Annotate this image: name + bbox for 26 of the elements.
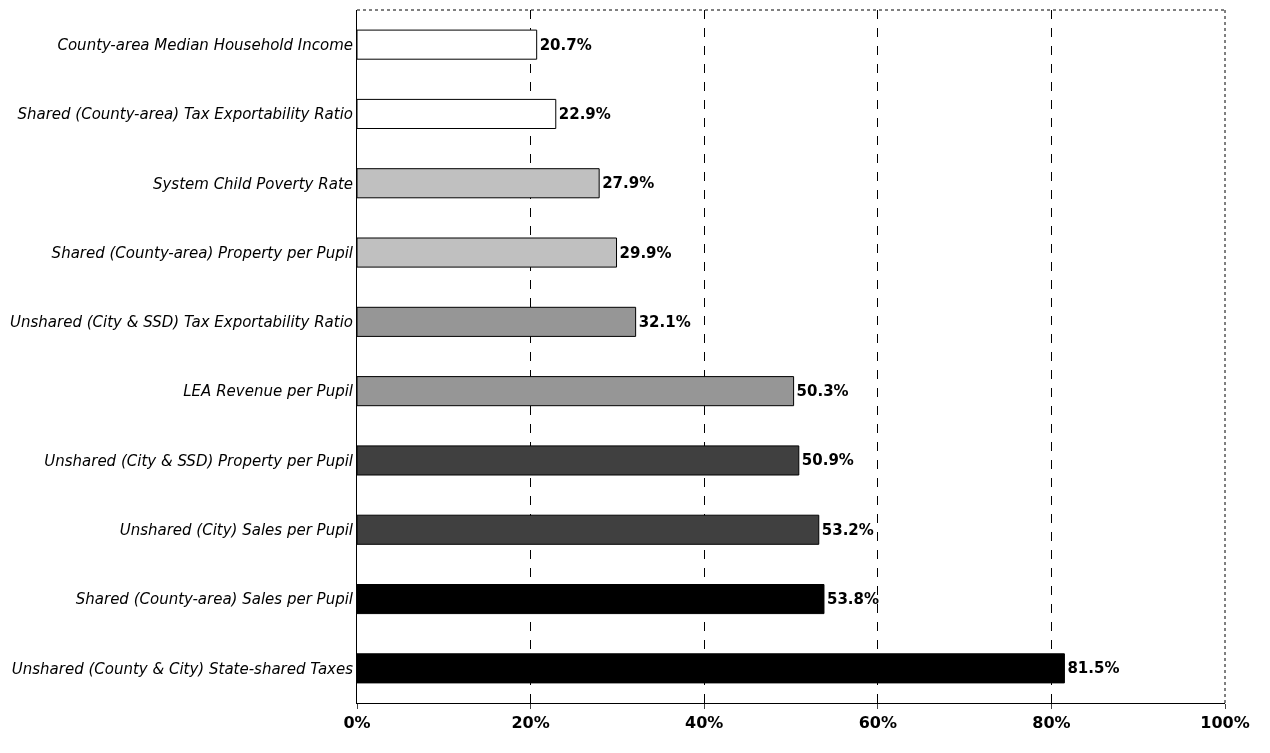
data-label: 29.9% <box>619 243 672 262</box>
x-tick-label: 20% <box>511 713 550 733</box>
y-tick-label: LEA Revenue per Pupil <box>183 382 354 401</box>
y-tick-label: Unshared (City) Sales per Pupil <box>119 521 354 539</box>
y-tick-label: County-area Median Household Income <box>57 35 353 54</box>
data-label: 81.5% <box>1067 659 1120 678</box>
x-tick-label: 80% <box>1032 713 1071 733</box>
data-label: 32.1% <box>638 312 691 331</box>
y-tick-label: Shared (County-area) Property per Pupil <box>51 243 354 262</box>
y-tick-label: Unshared (City & SSD) Property per Pupil <box>44 451 354 470</box>
x-tick-label: 0% <box>343 713 371 733</box>
y-tick-label: Unshared (City & SSD) Tax Exportability Ratio <box>10 313 353 332</box>
x-tick-label: 40% <box>685 713 724 733</box>
data-label: 50.3% <box>796 382 849 401</box>
x-tick-label: 100% <box>1200 713 1250 733</box>
y-tick-label: Unshared (County & City) State-shared Taxes <box>11 659 354 678</box>
data-label: 20.7% <box>539 35 592 54</box>
data-label: 50.9% <box>801 451 854 470</box>
data-label: 22.9% <box>558 104 611 123</box>
y-tick-label: Shared (County-area) Tax Exportability Ratio <box>17 105 353 124</box>
data-label: 53.2% <box>821 520 874 539</box>
y-tick-label: System Child Poverty Rate <box>152 174 353 193</box>
y-tick-label: Shared (County-area) Sales per Pupil <box>75 590 354 609</box>
x-tick-label: 60% <box>858 713 897 733</box>
data-label: 27.9% <box>602 174 655 193</box>
data-label: 53.8% <box>826 590 880 609</box>
